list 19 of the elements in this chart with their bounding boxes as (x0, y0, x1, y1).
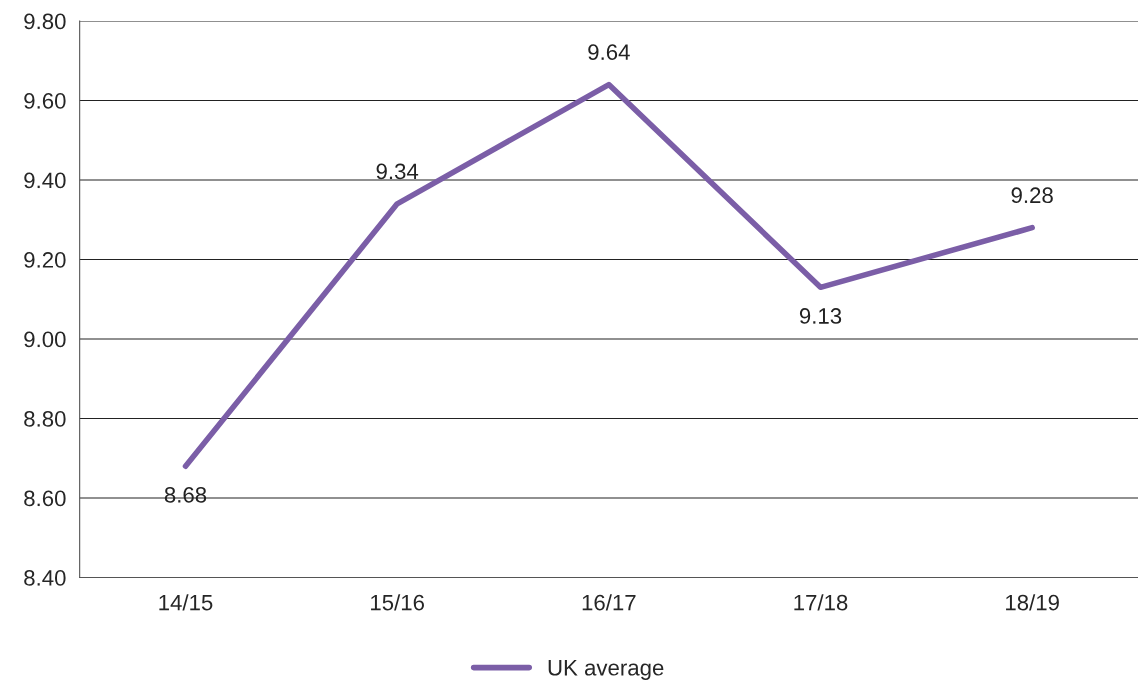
y-tick-label: 8.60 (24, 490, 66, 507)
data-label: 9.13 (799, 308, 842, 324)
data-label: 9.28 (1011, 187, 1053, 204)
y-tick-label: 9.80 (24, 13, 66, 30)
x-tick-label: 15/16 (371, 594, 424, 611)
y-tick-label: 8.40 (24, 570, 66, 586)
y-tick-label: 9.60 (24, 93, 66, 109)
data-label: 8.68 (164, 486, 207, 503)
y-tick-label: 9.40 (24, 172, 66, 189)
x-tick-label: 16/17 (582, 594, 636, 611)
x-tick-label: 18/19 (1006, 594, 1059, 611)
y-tick-label: 9.00 (24, 331, 66, 348)
y-tick-label: 9.20 (24, 252, 66, 268)
y-tick-label: 8.80 (24, 411, 66, 427)
data-label: 9.34 (376, 163, 419, 180)
legend-label: UK average (548, 660, 664, 680)
x-tick-label: 14/15 (159, 594, 213, 611)
data-label: 9.64 (588, 44, 630, 61)
x-tick-label: 17/18 (794, 594, 848, 611)
